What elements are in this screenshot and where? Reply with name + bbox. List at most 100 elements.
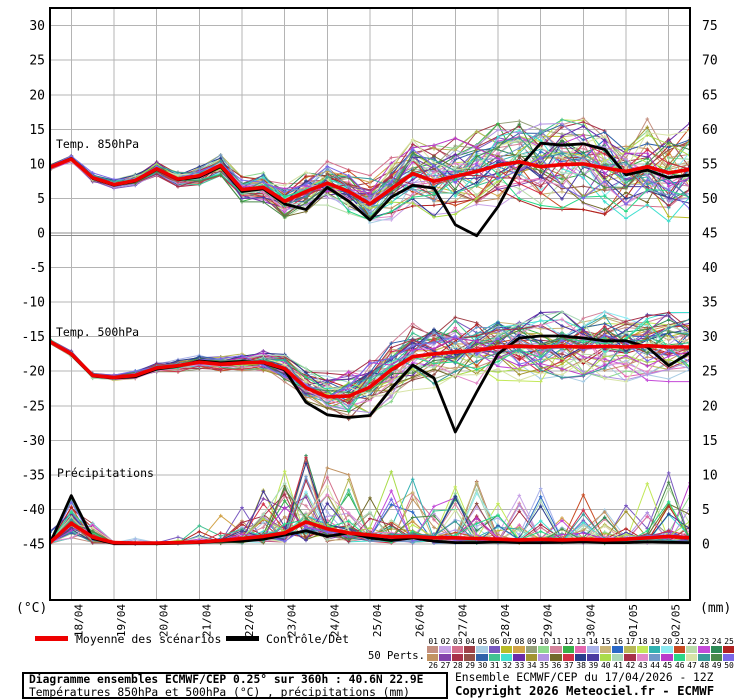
svg-text:10: 10 [29, 157, 45, 172]
left-axis-unit: (°C) [16, 601, 47, 616]
pert-color-swatch [685, 646, 698, 654]
pert-number: 17 [625, 638, 636, 646]
control-legend-label: Contrôle/Det [266, 632, 350, 646]
pert-number: 18 [637, 638, 648, 646]
pert-color-swatch [439, 646, 451, 654]
pert-number: 43 [637, 662, 648, 671]
pert-color-swatch [427, 654, 439, 662]
pert-color-swatch [648, 646, 661, 654]
pert-color-swatch [562, 654, 574, 662]
svg-text:35: 35 [702, 296, 718, 311]
svg-text:75: 75 [702, 19, 718, 34]
pert-color-swatch [599, 646, 611, 654]
pert-color-swatch [673, 654, 685, 662]
section-title: Temp. 850hPa [56, 137, 139, 151]
perts-label: 50 Perts. [368, 650, 425, 662]
date-tick-label: 22/04 [243, 604, 256, 637]
svg-text:-35: -35 [22, 468, 45, 483]
pert-color-swatch [439, 654, 451, 662]
pert-color-swatch [710, 646, 722, 654]
pert-number: 06 [489, 638, 500, 646]
pert-color-swatch [550, 654, 562, 662]
right-axis-unit: (mm) [700, 601, 731, 616]
pert-color-swatch [525, 654, 537, 662]
mean-850 [50, 157, 690, 206]
pert-number: 27 [440, 662, 451, 671]
date-tick-label: 28/04 [499, 604, 512, 637]
svg-text:0: 0 [37, 227, 45, 242]
pert-number: 14 [588, 638, 599, 646]
pert-number: 24 [711, 638, 722, 646]
pert-color-swatch [611, 646, 624, 654]
date-tick-label: 26/04 [414, 604, 427, 637]
svg-text:-20: -20 [22, 365, 45, 380]
svg-text:65: 65 [702, 88, 718, 103]
pert-number: 22 [687, 638, 697, 646]
pert-number: 13 [576, 638, 586, 646]
svg-text:-5: -5 [29, 261, 45, 276]
pert-number: 45 [662, 662, 673, 671]
date-tick-label: 19/04 [115, 604, 128, 637]
svg-text:-10: -10 [22, 296, 45, 311]
pert-number: 16 [613, 638, 623, 646]
pert-number: 50 [724, 662, 734, 671]
pert-color-swatch [488, 646, 500, 654]
pert-number: 29 [465, 662, 475, 671]
pert-color-swatch [648, 654, 661, 662]
footer-title-box: Diagramme ensembles ECMWF/CEP 0.25° sur … [22, 672, 448, 699]
mean-precip [50, 520, 690, 545]
date-tick-label: 25/04 [371, 604, 384, 637]
mean-500 [50, 339, 690, 399]
pert-number: 39 [588, 662, 599, 671]
date-tick-label: 20/04 [158, 604, 171, 637]
pert-color-swatch [574, 654, 587, 662]
pert-number: 03 [453, 638, 463, 646]
pert-number: 40 [600, 662, 611, 671]
pert-number: 23 [699, 638, 710, 646]
mean-and-control-curves [50, 141, 690, 546]
pert-number: 34 [526, 662, 537, 671]
pert-color-swatch [636, 646, 648, 654]
pert-color-swatch [550, 646, 562, 654]
svg-text:25: 25 [29, 54, 45, 69]
svg-text:-25: -25 [22, 399, 45, 414]
section-title: Précipitations [57, 466, 154, 480]
pert-number: 37 [563, 662, 574, 671]
date-tick-label: 01/05 [627, 604, 640, 637]
pert-number: 33 [514, 662, 525, 671]
pert-number: 20 [662, 638, 673, 646]
pert-color-swatch [500, 654, 513, 662]
pert-color-swatch [574, 646, 587, 654]
svg-text:-45: -45 [22, 537, 45, 552]
pert-number: 15 [600, 638, 611, 646]
gridlines [50, 8, 690, 600]
pert-number: 47 [687, 662, 697, 671]
control-line-swatch [226, 636, 259, 641]
date-tick-label: 27/04 [456, 604, 469, 637]
pert-number: 08 [514, 638, 525, 646]
pert-color-swatch [476, 654, 488, 662]
pert-color-swatch [661, 654, 673, 662]
pert-color-swatch [636, 654, 648, 662]
diagram-subtitle: Températures 850hPa et 500hPa (°C) , pré… [29, 685, 410, 699]
pert-color-swatch [525, 646, 537, 654]
svg-text:10: 10 [702, 468, 718, 483]
svg-text:-15: -15 [22, 330, 45, 345]
pert-number: 32 [502, 662, 512, 671]
pert-number: 42 [625, 662, 636, 671]
footer-run-info: Ensemble ECMWF/CEP du 17/04/2026 - 12Z C… [455, 671, 714, 698]
pert-color-swatch [463, 654, 476, 662]
pert-number: 44 [650, 662, 660, 671]
date-tick-label: 18/04 [72, 604, 85, 637]
perts-color-grid: 01 02 03 04 05 06 07 08 09 10 11 12 13 14 15 16 17 18 19 20… [427, 638, 735, 670]
pert-color-swatch [698, 646, 710, 654]
pert-number: 19 [650, 638, 660, 646]
svg-text:25: 25 [702, 365, 718, 380]
pert-number: 38 [576, 662, 586, 671]
pert-color-swatch [451, 646, 463, 654]
pert-number: 09 [526, 638, 537, 646]
pert-number: 35 [539, 662, 549, 671]
svg-text:20: 20 [702, 399, 718, 414]
pert-color-swatch [513, 646, 525, 654]
